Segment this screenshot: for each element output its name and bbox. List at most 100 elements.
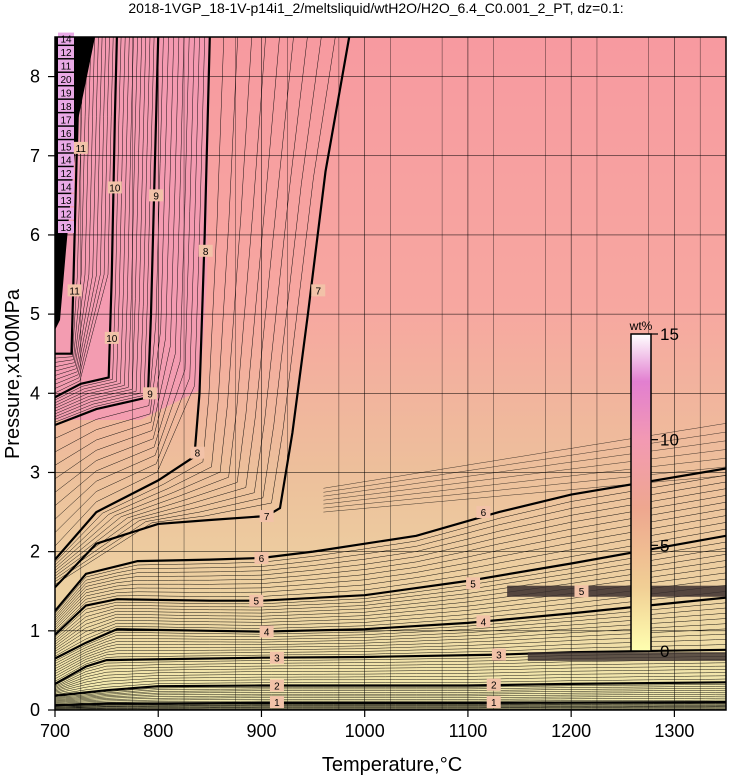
plot-frame (54, 36, 727, 711)
minor-contour-line (55, 37, 84, 359)
minor-contour-line (55, 37, 92, 368)
y-tick-label: 2 (30, 542, 40, 562)
contour-label-text: 8 (203, 247, 209, 258)
minor-contour-line (55, 37, 155, 423)
contour-label-text: 11 (76, 144, 87, 155)
minor-contour-line (55, 37, 294, 577)
minor-contour-line (55, 37, 195, 520)
contour-label-text: 2 (491, 681, 497, 692)
contour-2 (55, 681, 726, 697)
edge-label-text: 16 (60, 129, 72, 140)
contour-label: 6 (476, 506, 491, 519)
edge-label: 17 (58, 113, 74, 126)
contour-label-text: 2 (274, 681, 280, 692)
contour-label: 6 (254, 551, 269, 565)
x-tick-label: 1200 (551, 721, 591, 741)
minor-contour-line (55, 37, 185, 493)
contour-label-text: 4 (264, 628, 270, 639)
contour-label: 8 (198, 244, 213, 258)
edge-label-text: 12 (60, 210, 72, 221)
contour-label: 7 (259, 510, 274, 523)
contour-label: 5 (466, 577, 481, 590)
edge-label-text: 19 (60, 88, 72, 99)
contour-label-text: 3 (274, 654, 280, 665)
left-edge-labels: 13 12 13 14 12 14 15 16 17 18 19 20 11 12 14 (58, 32, 74, 234)
contour-label: 2 (486, 678, 501, 692)
contour-label-text: 8 (195, 449, 201, 460)
edge-label-text: 13 (60, 196, 72, 207)
edge-label: 14 (58, 153, 74, 167)
contour-label: 3 (269, 651, 284, 665)
contour-label: 7 (311, 284, 326, 297)
contour-9 (55, 37, 160, 427)
edge-label: 14 (58, 180, 74, 194)
y-tick-label: 1 (30, 621, 40, 641)
y-tick-label: 4 (30, 383, 40, 403)
edge-label: 16 (58, 126, 74, 140)
minor-contour-line (55, 37, 138, 412)
minor-contour-line (55, 37, 266, 571)
minor-contour-line (55, 37, 122, 401)
x-axis: 700 800 900 1000 1100 1200 1300 (40, 710, 694, 741)
edge-label-text: 15 (60, 142, 72, 153)
edge-label: 13 (58, 221, 74, 234)
contour-label: 5 (574, 585, 589, 598)
colorbar-tick-label: 5 (660, 536, 669, 555)
contour-1 (55, 701, 726, 707)
contour-11 (55, 37, 81, 355)
minor-contour-line (55, 37, 88, 363)
minor-contour-line (55, 37, 142, 415)
minor-contour-line (55, 37, 336, 585)
contour-label-text: 6 (259, 554, 265, 565)
contour-label-text: 10 (106, 334, 118, 345)
contour-label: 4 (259, 625, 274, 639)
contour-label: 5 (249, 594, 264, 608)
minor-contour-line (55, 37, 200, 533)
colorbar-tick-label: 15 (660, 325, 679, 344)
edge-label: 11 (58, 59, 74, 73)
contour-label: 4 (476, 615, 491, 628)
colorbar-tick-label: 10 (660, 431, 679, 450)
contour-label: 3 (491, 648, 506, 662)
minor-contour-line (55, 37, 238, 566)
colorbar-tick-label: 0 (660, 642, 669, 661)
colorbar-unit: wt% (629, 319, 653, 333)
x-axis-label: Temperature,°C (322, 754, 462, 776)
edge-label: 12 (58, 207, 74, 221)
contour-label-text: 7 (264, 512, 270, 523)
minor-contour-line (55, 37, 190, 506)
edge-label: 19 (58, 86, 74, 99)
minor-contour-line (55, 37, 130, 406)
minor-contour-line (55, 37, 308, 580)
minor-contour-line (55, 37, 95, 372)
contour-label-text: 7 (315, 286, 321, 297)
artifact-band (507, 585, 726, 597)
contour-label: 11 (73, 141, 88, 155)
x-tick-label: 1300 (654, 721, 694, 741)
colorbar: wt% 0 5 10 15 (629, 319, 679, 661)
edge-label: 13 (58, 194, 74, 207)
edge-label-text: 13 (60, 223, 72, 234)
chart-title: 2018-1VGP_18-1V-p14i1_2/meltsliquid/wtH2… (128, 0, 623, 16)
y-tick-label: 8 (30, 67, 40, 87)
contour-label: 11 (67, 284, 82, 297)
y-tick-label: 7 (30, 146, 40, 166)
y-tick-label: 6 (30, 225, 40, 245)
contour-label-text: 9 (147, 389, 153, 400)
x-tick-label: 900 (246, 721, 276, 741)
edge-label: 20 (58, 72, 74, 86)
edge-label: 18 (58, 99, 74, 113)
minor-contour-line (55, 37, 107, 385)
edge-label-text: 14 (60, 183, 72, 194)
contour-label-text: 5 (579, 587, 585, 598)
contour-label-text: 9 (153, 191, 159, 202)
minor-contour-line (55, 37, 151, 420)
contour-10 (55, 37, 118, 399)
contour-label: 9 (149, 189, 164, 202)
contour-label: 9 (142, 387, 157, 400)
contour-label-text: 10 (109, 183, 121, 194)
x-tick-label: 1100 (449, 721, 488, 741)
minor-contour-line (55, 37, 205, 547)
minor-contour-line (55, 37, 110, 389)
contour-label-text: 4 (481, 617, 487, 628)
